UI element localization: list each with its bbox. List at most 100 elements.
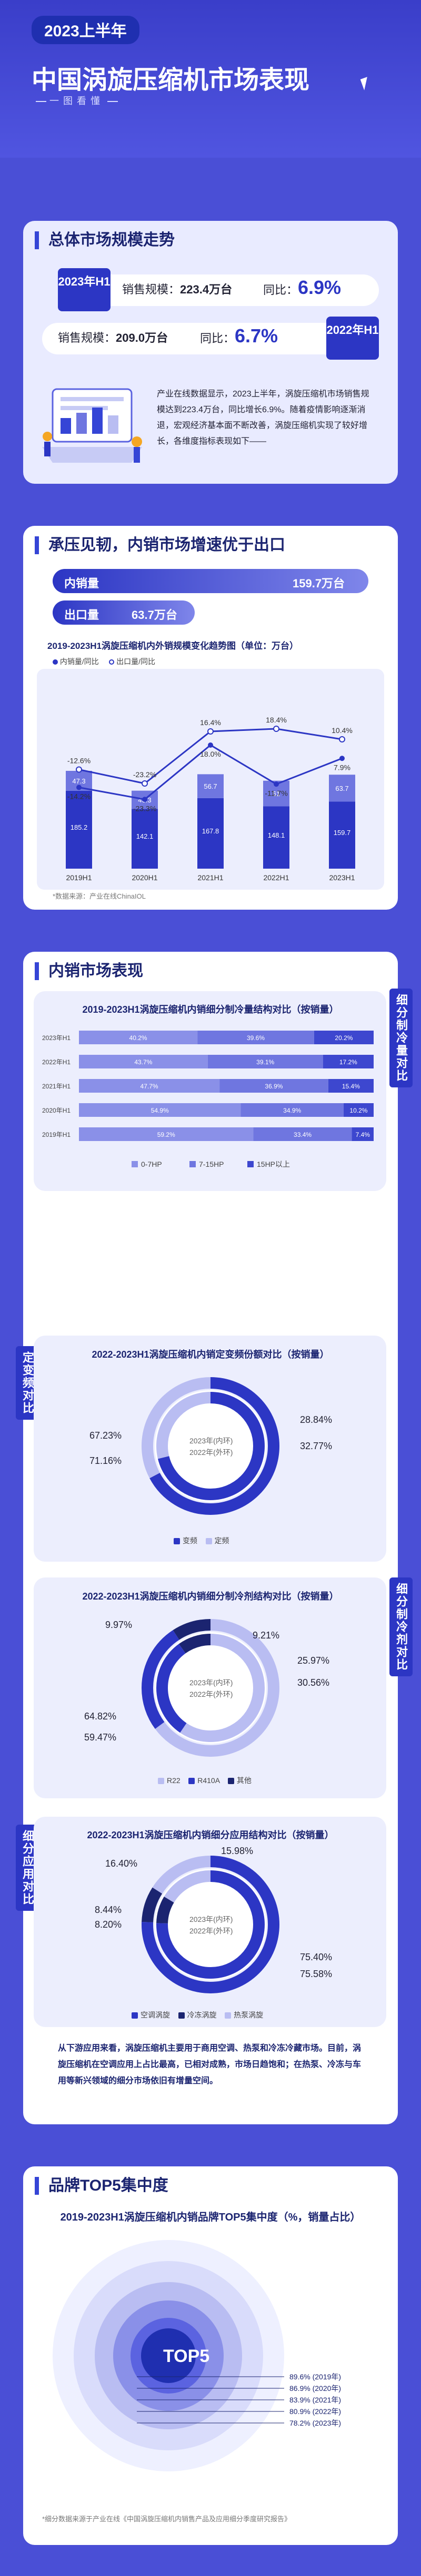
label-domestic-yoy: 7.9%	[334, 763, 350, 771]
legend-r410a: R410A	[197, 1776, 220, 1785]
legend-fixed: 定频	[214, 1536, 229, 1545]
application-label-b: 15.98%	[221, 1846, 254, 1856]
stat-2022-yoy-value: 6.7%	[235, 325, 278, 347]
domestic-value: 159.7万台	[293, 577, 345, 590]
bar-domestic-label: 148.1	[268, 831, 285, 839]
legend-heatpump: 热泵涡旋	[234, 2011, 264, 2019]
legend-freeze-marker	[178, 2012, 185, 2019]
bar-domestic-label: 185.2	[71, 823, 88, 831]
donut-outer-segment	[142, 1619, 279, 1757]
label-domestic-yoy: -11.7%	[265, 789, 287, 797]
label-export-yoy: 16.4%	[200, 718, 221, 727]
bar-export-label: 47.3	[72, 777, 85, 785]
legend-export-marker	[109, 659, 115, 665]
domestic-bar	[53, 569, 368, 593]
capacity-legend-label: 7-15HP	[199, 1160, 224, 1168]
inverter-donut	[142, 1377, 279, 1515]
bar-domestic	[197, 798, 224, 869]
stat-2023-yoy: 同比：6.9%	[263, 277, 341, 299]
refrigerant-label-e: 64.82%	[84, 1711, 117, 1722]
application-label-a: 16.40%	[105, 1858, 138, 1869]
application-title: 2022-2023H1涡旋压缩机内销细分应用结构对比（按销量）	[87, 1830, 334, 1840]
donut-center	[169, 1883, 252, 1966]
refrigerant-label-d: 30.56%	[297, 1677, 330, 1688]
label-export-yoy: 18.4%	[266, 716, 287, 724]
capacity-chart: 2023年H1 40.2% 39.6% 20.2% 2022年H1 43.7% 39.1% 1…	[42, 1031, 374, 1168]
donut-center	[169, 1647, 252, 1729]
capacity-segment	[197, 1031, 314, 1044]
point-export-yoy	[76, 766, 82, 773]
top5-chart: 89.6% (2019年) 86.9% (2020年) 83.9% (2021年) 8…	[53, 2240, 341, 2471]
donut-center	[169, 1405, 252, 1487]
capacity-seg-label: 17.2%	[339, 1058, 357, 1066]
bar-domestic-label: 167.8	[202, 827, 219, 835]
legend-ac-marker	[132, 2012, 138, 2019]
bar-export	[197, 774, 224, 798]
export-bar	[53, 600, 195, 625]
row-2023	[58, 274, 379, 306]
capacity-seg-label: 33.4%	[294, 1131, 312, 1138]
capacity-title: 2019-2023H1涡旋压缩机内销细分制冷量结构对比（按销量）	[82, 1004, 339, 1015]
legend-freeze: 冷冻涡旋	[187, 2011, 217, 2019]
inverter-legend: 变频 定频	[174, 1535, 229, 1546]
label-export-yoy: -12.6%	[67, 757, 91, 765]
top5-core	[141, 2328, 196, 2383]
stat-2022-value: 209.0万台	[116, 331, 168, 344]
capacity-seg-label: 39.6%	[247, 1034, 265, 1042]
stat-2023-scale: 销售规模：223.4万台	[122, 280, 232, 297]
refrigerant-legend: R22 R410A 其他	[158, 1775, 252, 1786]
label-export-yoy: 10.4%	[332, 726, 353, 735]
capacity-seg-label: 15.4%	[342, 1083, 360, 1090]
page-subtitle: 一图看懂	[33, 94, 121, 107]
section1-description: 产业在线数据显示，2023上半年，涡旋压缩机市场销售规模达到223.4万台，同比…	[157, 390, 369, 446]
donut3-inner-label: 2023年(内环)	[189, 1678, 233, 1687]
legend-other-marker	[227, 1778, 234, 1785]
top5-label: 78.2% (2023年)	[289, 2419, 341, 2427]
capacity-segment	[314, 1031, 374, 1044]
application-label-e: 75.40%	[300, 1952, 333, 1962]
trend-chart: 185.247.32019H1142.143.32020H1167.856.72…	[37, 669, 384, 890]
legend-domestic-marker	[53, 659, 58, 665]
capacity-seg-label: 43.7%	[134, 1058, 152, 1066]
chip-2022: 2022年H1	[326, 317, 379, 360]
capacity-seg-label: 40.2%	[129, 1034, 147, 1042]
capacity-seg-label: 54.9%	[151, 1107, 169, 1114]
x-tick-label: 2022H1	[263, 873, 289, 882]
stat-2022-scale: 销售规模：209.0万台	[58, 329, 168, 345]
domestic-label: 内销量	[64, 577, 99, 590]
capacity-segment	[323, 1055, 374, 1068]
capacity-segment	[79, 1031, 198, 1044]
illustration-image	[32, 368, 153, 473]
section2-title: 承压见韧，内销市场增速优于出口	[35, 536, 285, 554]
tag-refrigerant: 细分制冷剂对比	[389, 1577, 413, 1676]
donut-inner-segment	[156, 1634, 265, 1742]
point-export-yoy	[273, 726, 279, 732]
capacity-segment	[352, 1127, 374, 1141]
top5-label: 83.9% (2021年)	[289, 2396, 341, 2404]
application-legend: 空调涡旋 冷冻涡旋 热泵涡旋	[132, 2010, 263, 2020]
stat-2023-yoy-value: 6.9%	[298, 277, 342, 298]
point-export-yoy	[207, 728, 214, 735]
capacity-legend-label: 0-7HP	[141, 1160, 162, 1168]
capacity-legend-marker	[247, 1161, 254, 1167]
inverter-label-a: 67.23%	[89, 1430, 122, 1441]
donut-outer-segment	[142, 1619, 279, 1757]
donut-outer-segment	[142, 1856, 279, 1993]
point-domestic-yoy	[274, 781, 279, 787]
bar-domestic	[66, 790, 92, 869]
top5-label: 89.6% (2019年)	[289, 2373, 341, 2381]
inverter-label-b: 71.16%	[89, 1455, 122, 1466]
capacity-row-label: 2020年H1	[42, 1107, 71, 1114]
donut-inner-segment	[156, 1392, 265, 1500]
top5-title: 2019-2023H1涡旋压缩机内销品牌TOP5集中度（%，销量占比）	[60, 2212, 361, 2223]
bar-export-label: 61	[273, 790, 280, 798]
inverter-label-d: 32.77%	[300, 1441, 333, 1451]
legend-fixed-marker	[205, 1538, 212, 1545]
section1-title: 总体市场规模走势	[35, 231, 175, 249]
refrigerant-label-a: 9.97%	[105, 1620, 133, 1630]
application-label-c: 8.44%	[95, 1905, 122, 1915]
capacity-seg-label: 20.2%	[335, 1034, 353, 1042]
application-donut	[142, 1856, 279, 1993]
page-title: 中国涡旋压缩机市场表现	[32, 66, 310, 94]
trend-chart-title: 2019-2023H1涡旋压缩机内外销规模变化趋势图（单位：万台）	[47, 641, 299, 651]
